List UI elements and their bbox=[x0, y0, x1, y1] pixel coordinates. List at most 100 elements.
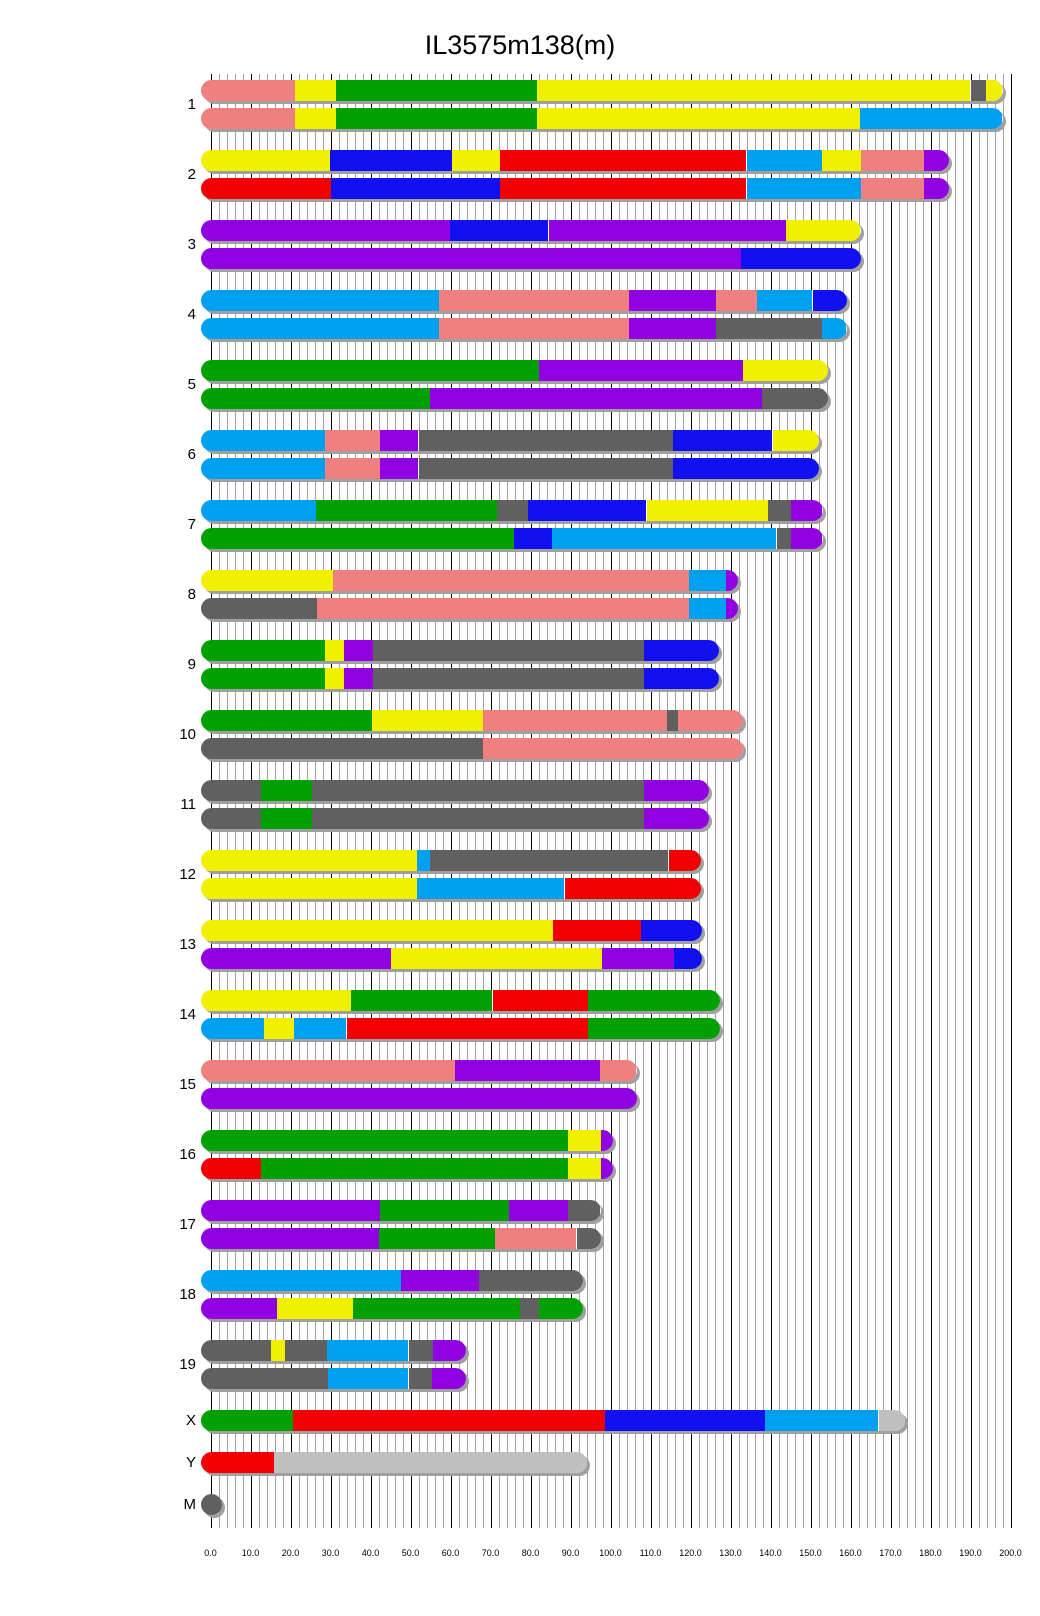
x-tick-label: 0.0 bbox=[204, 1548, 217, 1558]
minor-gridline bbox=[763, 74, 764, 1528]
minor-gridline bbox=[987, 74, 988, 1528]
segment-purple bbox=[200, 220, 450, 241]
minor-gridline bbox=[243, 74, 244, 1528]
minor-gridline bbox=[859, 74, 860, 1528]
major-gridline bbox=[891, 74, 892, 1528]
minor-gridline bbox=[755, 74, 756, 1528]
segment-purple bbox=[379, 458, 419, 479]
segment-skyblue bbox=[328, 1368, 409, 1389]
chromosome-label: 11 bbox=[180, 795, 196, 813]
minor-gridline bbox=[627, 74, 628, 1528]
segment-yellow bbox=[270, 1340, 285, 1361]
chromosome-5-haplotype-1 bbox=[200, 360, 828, 381]
segment-pink bbox=[482, 710, 667, 731]
minor-gridline bbox=[667, 74, 668, 1528]
minor-gridline bbox=[419, 74, 420, 1528]
segment-green bbox=[351, 990, 493, 1011]
major-gridline bbox=[651, 74, 652, 1528]
segment-green bbox=[379, 1200, 510, 1221]
segment-purple bbox=[432, 1340, 467, 1361]
x-tick-label: 110.0 bbox=[639, 1548, 662, 1558]
segment-green bbox=[200, 710, 373, 731]
major-gridline bbox=[451, 74, 452, 1528]
segment-blue bbox=[812, 290, 847, 311]
chromosome-6-haplotype-1 bbox=[200, 430, 820, 451]
chromosome-label: 1 bbox=[187, 95, 196, 113]
segment-grey bbox=[768, 500, 791, 521]
segment-grey bbox=[408, 1340, 433, 1361]
chromosome-8-haplotype-1 bbox=[200, 570, 739, 591]
minor-gridline bbox=[915, 74, 916, 1528]
chromosome-18-haplotype-1 bbox=[200, 1270, 584, 1291]
major-gridline bbox=[731, 74, 732, 1528]
chromosome-1-haplotype-2 bbox=[200, 108, 1003, 129]
major-gridline bbox=[331, 74, 332, 1528]
segment-blue bbox=[330, 178, 501, 199]
segment-red bbox=[500, 178, 747, 199]
minor-gridline bbox=[1003, 74, 1004, 1528]
x-tick-label: 140.0 bbox=[759, 1548, 782, 1558]
minor-gridline bbox=[883, 74, 884, 1528]
segment-skyblue bbox=[200, 430, 325, 451]
segment-grey bbox=[200, 598, 317, 619]
segment-purple bbox=[601, 948, 674, 969]
major-gridline bbox=[1011, 74, 1012, 1528]
segment-skyblue bbox=[416, 878, 565, 899]
chromosome-19-haplotype-2 bbox=[200, 1368, 467, 1389]
segment-skyblue bbox=[294, 1018, 347, 1039]
segment-red bbox=[564, 878, 701, 899]
minor-gridline bbox=[619, 74, 620, 1528]
segment-red bbox=[346, 1018, 588, 1039]
chromosome-12-haplotype-2 bbox=[200, 878, 701, 899]
segment-purple bbox=[548, 220, 786, 241]
segment-green bbox=[315, 500, 497, 521]
x-tick-label: 50.0 bbox=[401, 1548, 420, 1558]
minor-gridline bbox=[267, 74, 268, 1528]
segment-yellow bbox=[200, 850, 417, 871]
segment-purple bbox=[601, 1130, 614, 1151]
segment-blue bbox=[528, 500, 647, 521]
chromosome-label: 3 bbox=[187, 235, 196, 253]
chromosome-17-haplotype-1 bbox=[200, 1200, 601, 1221]
minor-gridline bbox=[387, 74, 388, 1528]
minor-gridline bbox=[339, 74, 340, 1528]
segment-purple bbox=[539, 360, 744, 381]
minor-gridline bbox=[235, 74, 236, 1528]
segment-yellow bbox=[200, 990, 352, 1011]
x-tick-label: 80.0 bbox=[521, 1548, 540, 1558]
segment-skyblue bbox=[746, 150, 822, 171]
minor-gridline bbox=[827, 74, 828, 1528]
segment-blue bbox=[673, 948, 703, 969]
chromosome-2-haplotype-2 bbox=[200, 178, 949, 199]
minor-gridline bbox=[475, 74, 476, 1528]
x-tick-label: 90.0 bbox=[561, 1548, 580, 1558]
minor-gridline bbox=[547, 74, 548, 1528]
segment-yellow bbox=[200, 150, 331, 171]
segment-green bbox=[200, 528, 514, 549]
minor-gridline bbox=[979, 74, 980, 1528]
segment-pink bbox=[316, 598, 689, 619]
segment-yellow bbox=[451, 150, 501, 171]
segment-pink bbox=[324, 430, 380, 451]
segment-purple bbox=[924, 150, 949, 171]
segment-grey bbox=[200, 780, 261, 801]
segment-blue bbox=[740, 248, 861, 269]
segment-pink bbox=[677, 710, 744, 731]
segment-skyblue bbox=[746, 178, 861, 199]
minor-gridline bbox=[379, 74, 380, 1528]
segment-green bbox=[353, 1298, 521, 1319]
chromosome-11-haplotype-1 bbox=[200, 780, 709, 801]
x-tick-label: 120.0 bbox=[679, 1548, 702, 1558]
segment-grey bbox=[372, 640, 645, 661]
chromosome-7-haplotype-1 bbox=[200, 500, 823, 521]
segment-yellow bbox=[200, 878, 417, 899]
major-gridline bbox=[691, 74, 692, 1528]
segment-yellow bbox=[646, 500, 769, 521]
segment-lightgrey bbox=[878, 1410, 905, 1431]
segment-red bbox=[200, 1452, 275, 1473]
chromosome-9-haplotype-2 bbox=[200, 668, 719, 689]
chromosome-19-haplotype-1 bbox=[200, 1340, 467, 1361]
x-tick-label: 20.0 bbox=[281, 1548, 300, 1558]
segment-purple bbox=[790, 528, 823, 549]
segment-grey bbox=[762, 388, 828, 409]
